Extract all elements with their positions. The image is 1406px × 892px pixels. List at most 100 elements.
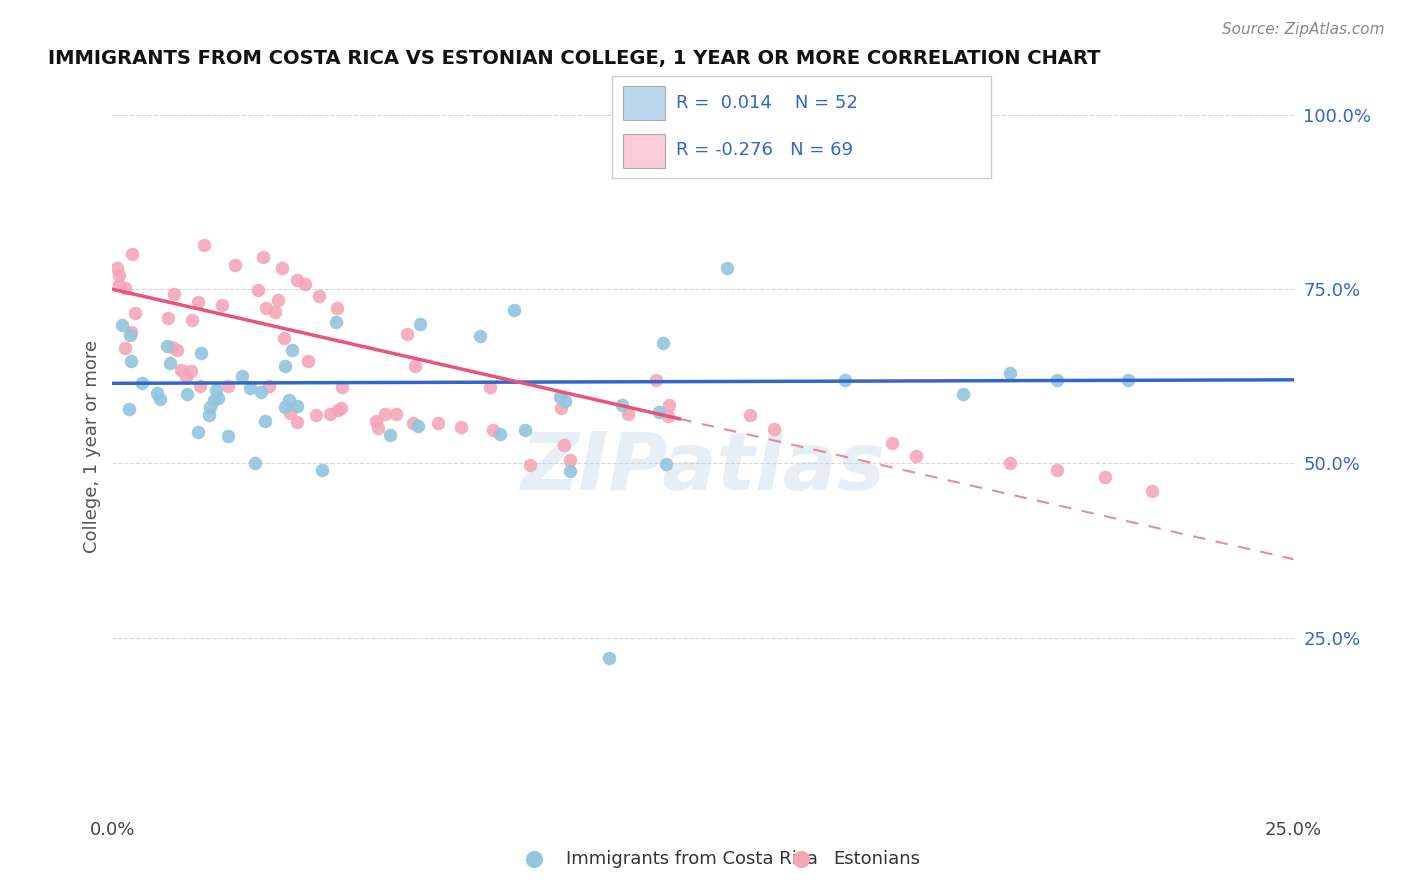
Point bbox=[380, 428, 402, 442]
Point bbox=[257, 378, 280, 392]
Point bbox=[367, 420, 389, 434]
Point bbox=[762, 421, 785, 435]
Point bbox=[207, 391, 229, 405]
Bar bbox=[623, 87, 665, 120]
Point bbox=[159, 356, 181, 370]
Point bbox=[163, 287, 186, 301]
Point bbox=[278, 407, 301, 421]
Point bbox=[479, 380, 502, 394]
Point bbox=[904, 450, 927, 464]
Point bbox=[187, 295, 209, 310]
Point bbox=[297, 354, 319, 368]
Point bbox=[124, 306, 146, 320]
Point bbox=[657, 409, 679, 423]
Point bbox=[277, 393, 299, 408]
Point bbox=[558, 453, 581, 467]
Point bbox=[644, 373, 666, 387]
Point bbox=[145, 386, 167, 401]
Point bbox=[205, 384, 228, 398]
Point bbox=[170, 362, 193, 376]
Point bbox=[308, 289, 330, 303]
Point bbox=[114, 341, 136, 355]
Point bbox=[156, 338, 179, 352]
Point bbox=[176, 387, 198, 401]
Point bbox=[554, 394, 576, 409]
Text: ZIPatlas: ZIPatlas bbox=[520, 429, 886, 507]
Point bbox=[374, 407, 396, 421]
Point bbox=[610, 398, 633, 412]
Text: Estonians: Estonians bbox=[832, 849, 920, 868]
Point bbox=[263, 305, 285, 319]
Point bbox=[450, 420, 472, 434]
Text: Immigrants from Costa Rica: Immigrants from Costa Rica bbox=[567, 849, 818, 868]
Point bbox=[180, 364, 202, 378]
Point bbox=[114, 281, 136, 295]
Point bbox=[273, 330, 295, 344]
Point bbox=[426, 416, 449, 430]
Point bbox=[740, 408, 762, 422]
Point bbox=[834, 373, 856, 387]
Point bbox=[267, 293, 290, 307]
Point bbox=[247, 284, 270, 298]
Point bbox=[198, 401, 221, 415]
Point bbox=[952, 386, 974, 401]
Point bbox=[1116, 373, 1139, 387]
Point bbox=[617, 407, 640, 421]
Point bbox=[287, 400, 309, 414]
Text: R = -0.276   N = 69: R = -0.276 N = 69 bbox=[676, 141, 853, 159]
Point bbox=[254, 301, 277, 315]
Point bbox=[217, 429, 239, 443]
Point bbox=[651, 336, 673, 351]
Point bbox=[998, 457, 1021, 471]
Point bbox=[271, 261, 294, 276]
Point bbox=[716, 261, 738, 276]
Point bbox=[250, 384, 273, 399]
Text: Source: ZipAtlas.com: Source: ZipAtlas.com bbox=[1222, 22, 1385, 37]
Point bbox=[105, 261, 128, 276]
Point bbox=[482, 423, 505, 437]
Point bbox=[1140, 484, 1163, 499]
Point bbox=[304, 409, 326, 423]
Point bbox=[1046, 463, 1069, 477]
Text: IMMIGRANTS FROM COSTA RICA VS ESTONIAN COLLEGE, 1 YEAR OR MORE CORRELATION CHART: IMMIGRANTS FROM COSTA RICA VS ESTONIAN C… bbox=[48, 48, 1099, 68]
Point bbox=[657, 398, 679, 412]
Point bbox=[330, 380, 353, 394]
Point bbox=[311, 463, 333, 477]
Point bbox=[245, 456, 267, 470]
Point bbox=[252, 250, 274, 264]
Point bbox=[1046, 373, 1069, 387]
Point bbox=[598, 651, 620, 665]
Point bbox=[254, 414, 277, 428]
Point bbox=[1094, 470, 1116, 484]
Point bbox=[211, 298, 233, 312]
Bar bbox=[623, 135, 665, 168]
Point bbox=[406, 419, 429, 434]
Point bbox=[274, 400, 297, 414]
Point bbox=[329, 401, 352, 415]
Point bbox=[193, 237, 215, 252]
Point bbox=[111, 318, 134, 332]
Point bbox=[224, 258, 246, 272]
Y-axis label: College, 1 year or more: College, 1 year or more bbox=[83, 340, 101, 552]
Point bbox=[121, 247, 143, 261]
Point bbox=[231, 368, 253, 383]
Point bbox=[120, 354, 142, 368]
Point bbox=[503, 303, 526, 318]
Point bbox=[202, 392, 225, 407]
Point bbox=[149, 392, 172, 406]
Point bbox=[108, 277, 131, 292]
Point bbox=[519, 458, 541, 472]
Point bbox=[655, 457, 678, 471]
Point bbox=[285, 273, 308, 287]
Point bbox=[523, 851, 546, 865]
Point bbox=[326, 301, 349, 316]
Point bbox=[385, 407, 408, 421]
Point bbox=[198, 409, 221, 423]
Point bbox=[281, 343, 304, 357]
Point bbox=[318, 407, 340, 421]
Point bbox=[239, 381, 262, 395]
Point bbox=[188, 379, 211, 393]
Point bbox=[160, 340, 183, 354]
Point bbox=[174, 369, 197, 384]
Point bbox=[325, 315, 347, 329]
